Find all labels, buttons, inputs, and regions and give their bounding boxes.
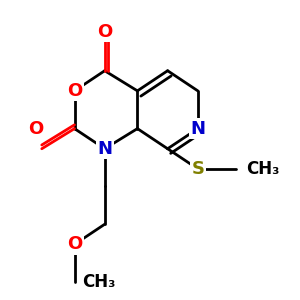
Text: CH₃: CH₃ — [82, 273, 116, 291]
Text: CH₃: CH₃ — [246, 160, 279, 178]
Text: S: S — [191, 160, 204, 178]
Text: O: O — [67, 236, 82, 253]
Text: N: N — [190, 120, 205, 138]
Text: O: O — [28, 120, 43, 138]
Text: N: N — [97, 140, 112, 158]
Text: O: O — [97, 23, 112, 41]
Text: O: O — [67, 82, 82, 100]
